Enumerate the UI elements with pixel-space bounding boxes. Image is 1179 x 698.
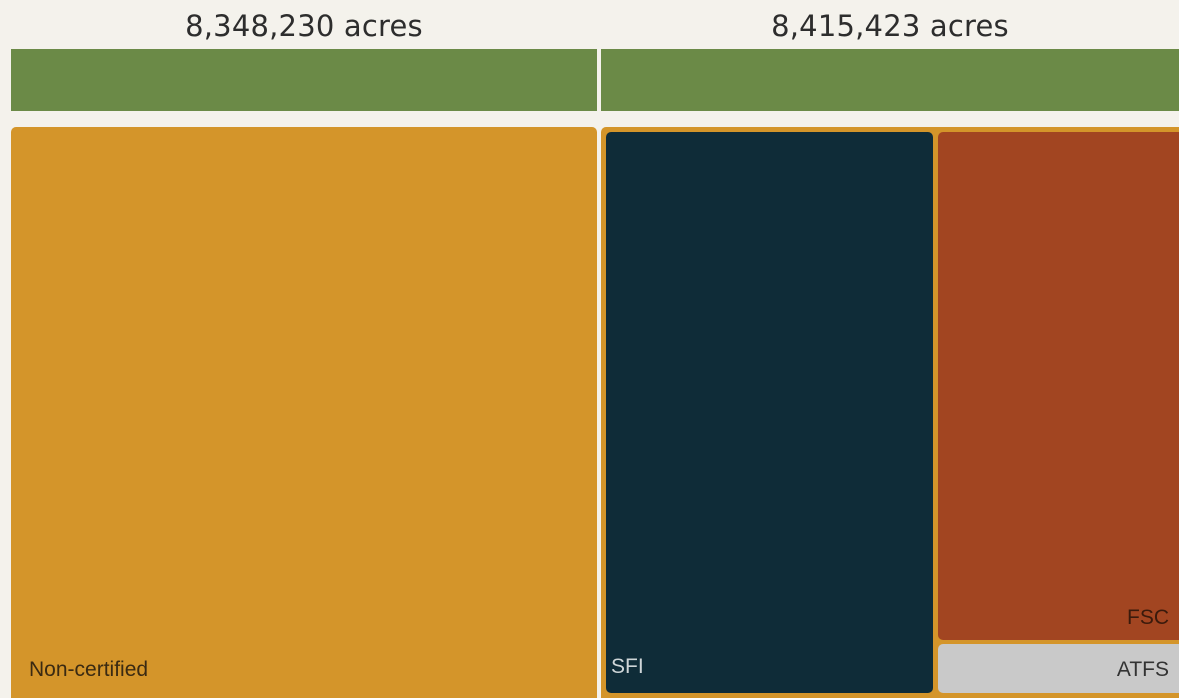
treemap-tile-fsc[interactable]: FSC — [938, 132, 1179, 640]
group-bar-left — [11, 49, 597, 111]
treemap-tile-sfi[interactable]: SFI — [606, 132, 933, 693]
tile-label-non-certified: Non-certified — [29, 658, 149, 681]
column-total-left: 8,348,230 acres — [185, 9, 423, 43]
treemap-tile-non-certified[interactable]: Non-certified — [11, 127, 597, 698]
tile-label-sfi: SFI — [611, 655, 644, 678]
tile-label-atfs: ATFS — [1116, 658, 1169, 681]
group-bar-right — [601, 49, 1179, 111]
column-total-right: 8,415,423 acres — [771, 9, 1009, 43]
treemap-tile-atfs[interactable]: ATFS — [938, 644, 1179, 693]
tile-label-fsc: FSC — [1127, 606, 1169, 629]
